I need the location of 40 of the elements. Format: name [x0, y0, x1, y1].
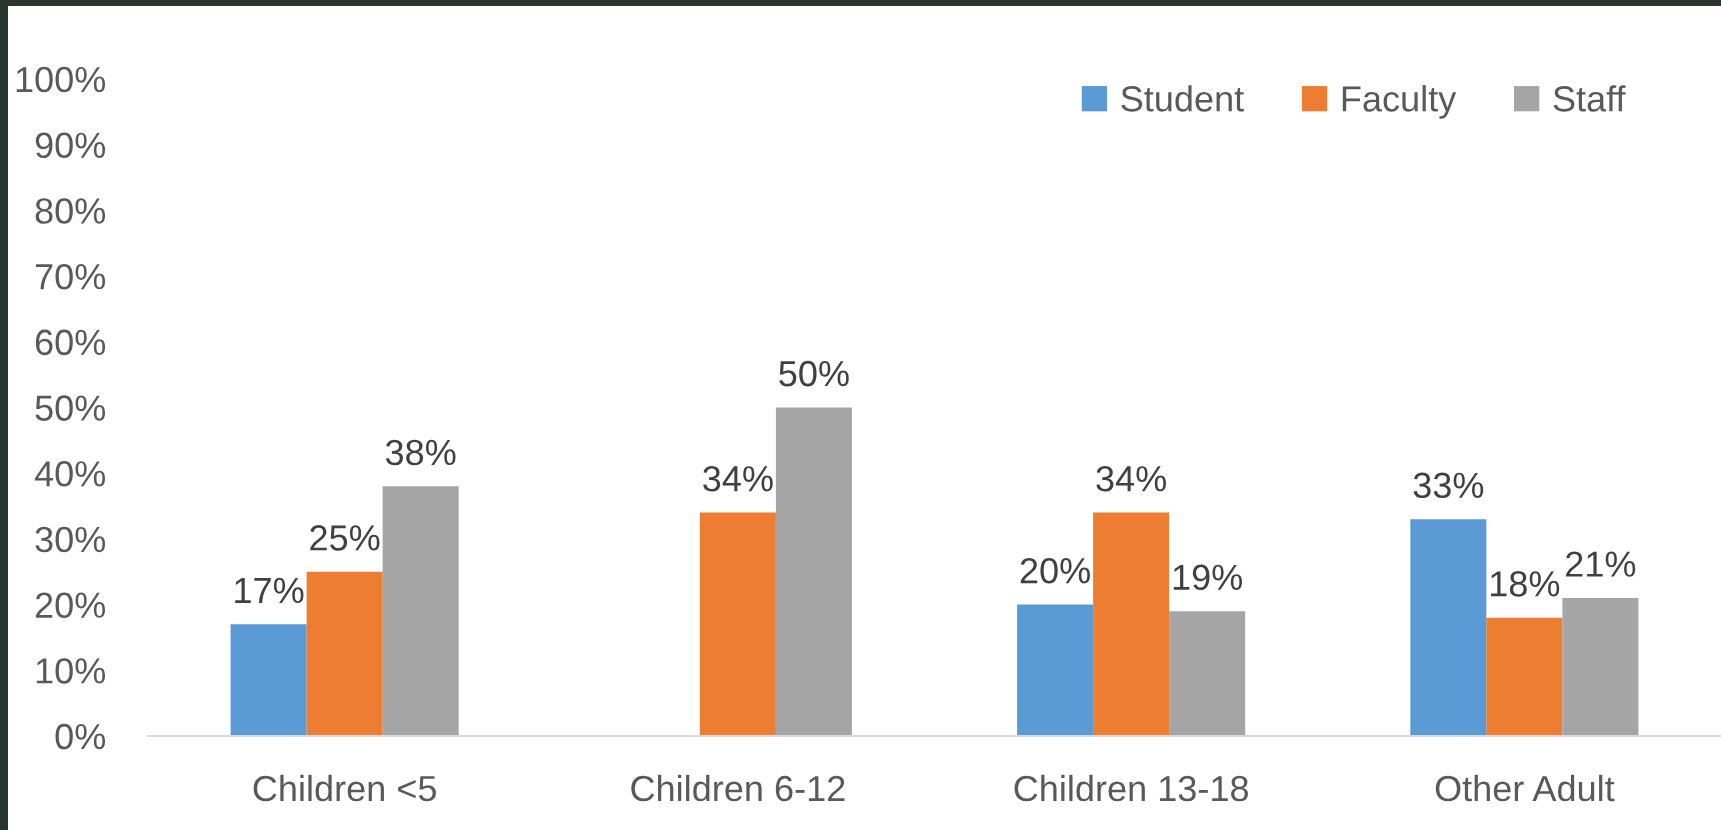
- x-tick-label: Other Adult: [1435, 774, 1615, 802]
- y-tick-label: 60%: [35, 329, 106, 356]
- y-tick-label: 0%: [55, 723, 106, 750]
- x-tick-label: Children 13-18: [1014, 774, 1248, 802]
- data-label: 21%: [1566, 551, 1636, 577]
- data-label: 33%: [1413, 472, 1484, 499]
- bar: [382, 486, 459, 736]
- bar: [1486, 617, 1563, 736]
- y-tick-label: 20%: [35, 592, 106, 618]
- data-label: 50%: [779, 360, 849, 387]
- data-label: 19%: [1173, 564, 1243, 591]
- bar: [230, 624, 307, 736]
- y-tick-label: 30%: [35, 526, 106, 553]
- y-tick-label: 100%: [16, 66, 106, 93]
- bar: [699, 512, 776, 736]
- bar: [1093, 512, 1170, 736]
- legend-label: Staff: [1553, 85, 1626, 112]
- bar: [306, 571, 383, 736]
- y-tick-label: 70%: [35, 263, 106, 290]
- legend-label: Student: [1121, 85, 1244, 112]
- data-label: 34%: [1096, 465, 1166, 492]
- data-label: 34%: [703, 465, 773, 492]
- y-tick-label: 80%: [35, 198, 106, 224]
- legend-label: Faculty: [1342, 85, 1457, 119]
- data-label: 25%: [310, 525, 380, 551]
- data-label: 38%: [385, 439, 456, 466]
- data-label: 20%: [1020, 557, 1090, 584]
- x-tick-label: Children <5: [253, 774, 436, 802]
- bar: [1017, 604, 1094, 736]
- data-label: 18%: [1490, 571, 1560, 597]
- data-label: 17%: [235, 577, 304, 604]
- bar: [775, 407, 852, 736]
- x-tick-label: Children 6-12: [631, 774, 845, 802]
- y-tick-label: 90%: [35, 132, 106, 159]
- bar: [1562, 597, 1639, 736]
- bar: [1169, 611, 1246, 736]
- bar: [1410, 519, 1487, 736]
- y-tick-label: 10%: [36, 658, 106, 684]
- y-tick-label: 40%: [34, 461, 106, 487]
- y-tick-label: 50%: [35, 395, 106, 421]
